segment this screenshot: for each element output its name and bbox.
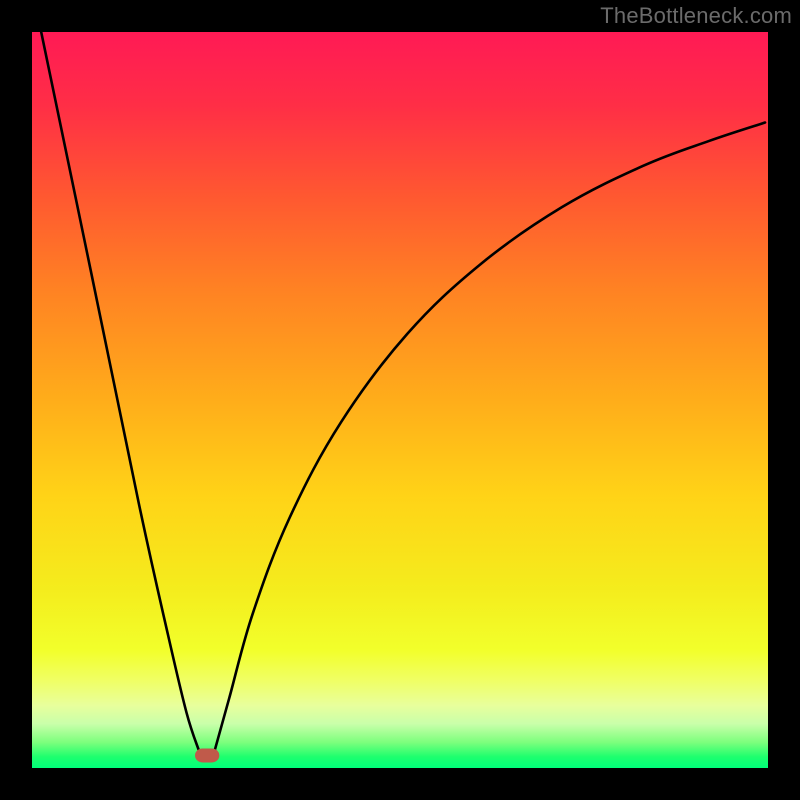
plot-background (32, 32, 768, 768)
chart-container: TheBottleneck.com (0, 0, 800, 800)
bottleneck-chart (0, 0, 800, 800)
watermark-text: TheBottleneck.com (600, 3, 792, 29)
minimum-marker (195, 749, 219, 763)
